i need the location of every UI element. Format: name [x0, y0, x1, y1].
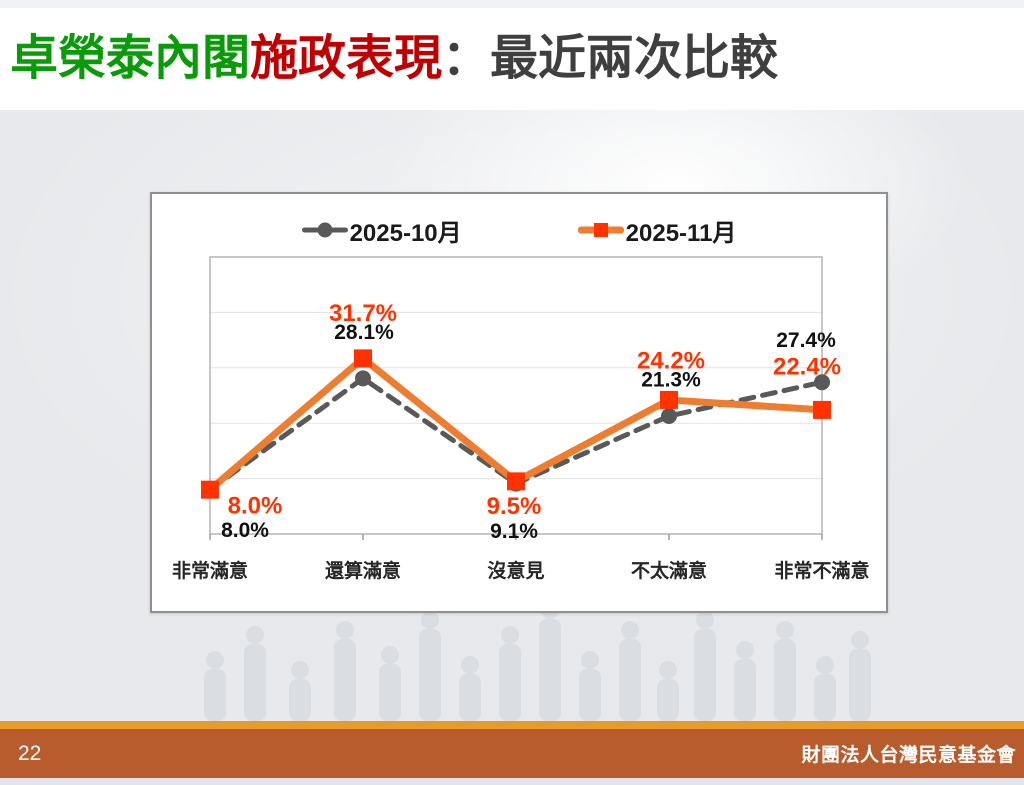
gray-dashed-line-circle-marker-icon	[301, 222, 348, 239]
svg-text:28.1%: 28.1%	[334, 321, 394, 344]
title-bar: 卓榮泰內閣施政表現：最近兩次比較	[0, 8, 1024, 110]
svg-text:9.5%: 9.5%	[487, 493, 542, 520]
svg-text:8.0%: 8.0%	[221, 519, 269, 542]
page-title: 卓榮泰內閣施政表現：最近兩次比較	[10, 35, 778, 83]
chart-legend: 2025-10月 2025-11月	[152, 212, 886, 248]
footer-bar: 22 財團法人台灣民意基金會	[0, 729, 1024, 778]
title-comparison: ：最近兩次比較	[442, 32, 779, 85]
x-axis-labels: 非常滿意 還算滿意 沒意見 不太滿意 非常不滿意	[152, 556, 886, 582]
x-axis-label: 還算滿意	[324, 561, 402, 582]
legend-label-2025-11: 2025-11月	[625, 219, 737, 247]
title-cabinet-name: 卓榮泰內閣	[10, 32, 251, 85]
title-performance: 施政表現	[250, 32, 443, 85]
legend-label-2025-10: 2025-10月	[349, 219, 462, 247]
orange-line-square-marker-icon	[577, 222, 624, 239]
svg-text:8.0%: 8.0%	[228, 492, 283, 519]
content-area: 2025-10月 2025-11月 8.0% 28.1% 9.1% 21.3% 27.4…	[0, 110, 1024, 721]
line-chart-plot: 8.0% 28.1% 9.1% 21.3% 27.4% 8.0% 31.7% 9.5% 24.2…	[201, 256, 841, 543]
crowd-silhouettes-background	[204, 601, 871, 721]
x-axis-label: 不太滿意	[630, 561, 708, 582]
legend-item-2025-11: 2025-11月	[577, 213, 737, 248]
svg-text:31.7%: 31.7%	[329, 300, 397, 327]
legend-item-2025-10: 2025-10月	[301, 213, 462, 248]
x-axis-label: 非常滿意	[171, 561, 249, 582]
svg-text:24.2%: 24.2%	[637, 348, 705, 375]
page-number: 22	[18, 741, 42, 765]
svg-text:27.4%: 27.4%	[776, 329, 836, 352]
x-axis-label: 非常不滿意	[774, 561, 870, 582]
svg-text:22.4%: 22.4%	[773, 354, 841, 381]
chart-card: 2025-10月 2025-11月 8.0% 28.1% 9.1% 21.3% 27.4…	[150, 192, 888, 613]
top-strip	[0, 0, 1024, 8]
x-axis-label: 沒意見	[487, 561, 545, 582]
svg-text:21.3%: 21.3%	[641, 369, 701, 392]
footer-organization: 財團法人台灣民意基金會	[801, 745, 1016, 766]
bottom-strip	[0, 778, 1024, 785]
svg-text:9.1%: 9.1%	[490, 520, 538, 543]
footer-accent-stripe	[0, 721, 1024, 729]
